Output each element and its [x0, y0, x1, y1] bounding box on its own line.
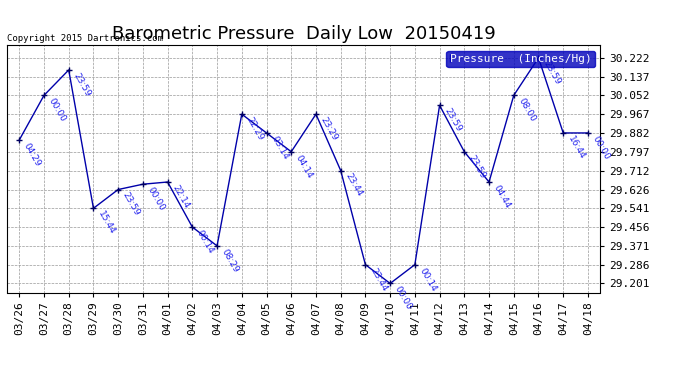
Text: Copyright 2015 Dartronics.com: Copyright 2015 Dartronics.com: [7, 34, 163, 43]
Text: 23:59: 23:59: [442, 107, 463, 134]
Text: 08:00: 08:00: [517, 97, 538, 124]
Text: 00:00: 00:00: [393, 285, 413, 312]
Text: 00:00: 00:00: [146, 186, 166, 213]
Title: Barometric Pressure  Daily Low  20150419: Barometric Pressure Daily Low 20150419: [112, 26, 495, 44]
Text: 23:44: 23:44: [368, 266, 388, 292]
Text: 00:00: 00:00: [47, 97, 68, 124]
Text: 00:14: 00:14: [195, 228, 216, 255]
Text: 04:44: 04:44: [492, 183, 513, 210]
Text: 22:29: 22:29: [244, 116, 265, 142]
Text: 23:59: 23:59: [121, 191, 141, 218]
Text: 23:44: 23:44: [344, 172, 364, 198]
Text: 00:00: 00:00: [591, 134, 611, 161]
Text: 08:29: 08:29: [220, 247, 241, 274]
Text: 00:14: 00:14: [417, 266, 438, 293]
Legend: Pressure  (Inches/Hg): Pressure (Inches/Hg): [446, 51, 595, 67]
Text: 23:59: 23:59: [467, 153, 488, 180]
Text: 22:14: 22:14: [170, 183, 191, 210]
Text: 03:14: 03:14: [269, 134, 290, 161]
Text: 23:59: 23:59: [541, 59, 562, 86]
Text: 23:29: 23:29: [319, 116, 339, 142]
Text: 16:44: 16:44: [566, 134, 586, 161]
Text: 15:44: 15:44: [96, 210, 117, 236]
Text: 23:59: 23:59: [72, 71, 92, 98]
Text: 04:29: 04:29: [22, 141, 43, 168]
Text: 04:14: 04:14: [294, 153, 315, 180]
